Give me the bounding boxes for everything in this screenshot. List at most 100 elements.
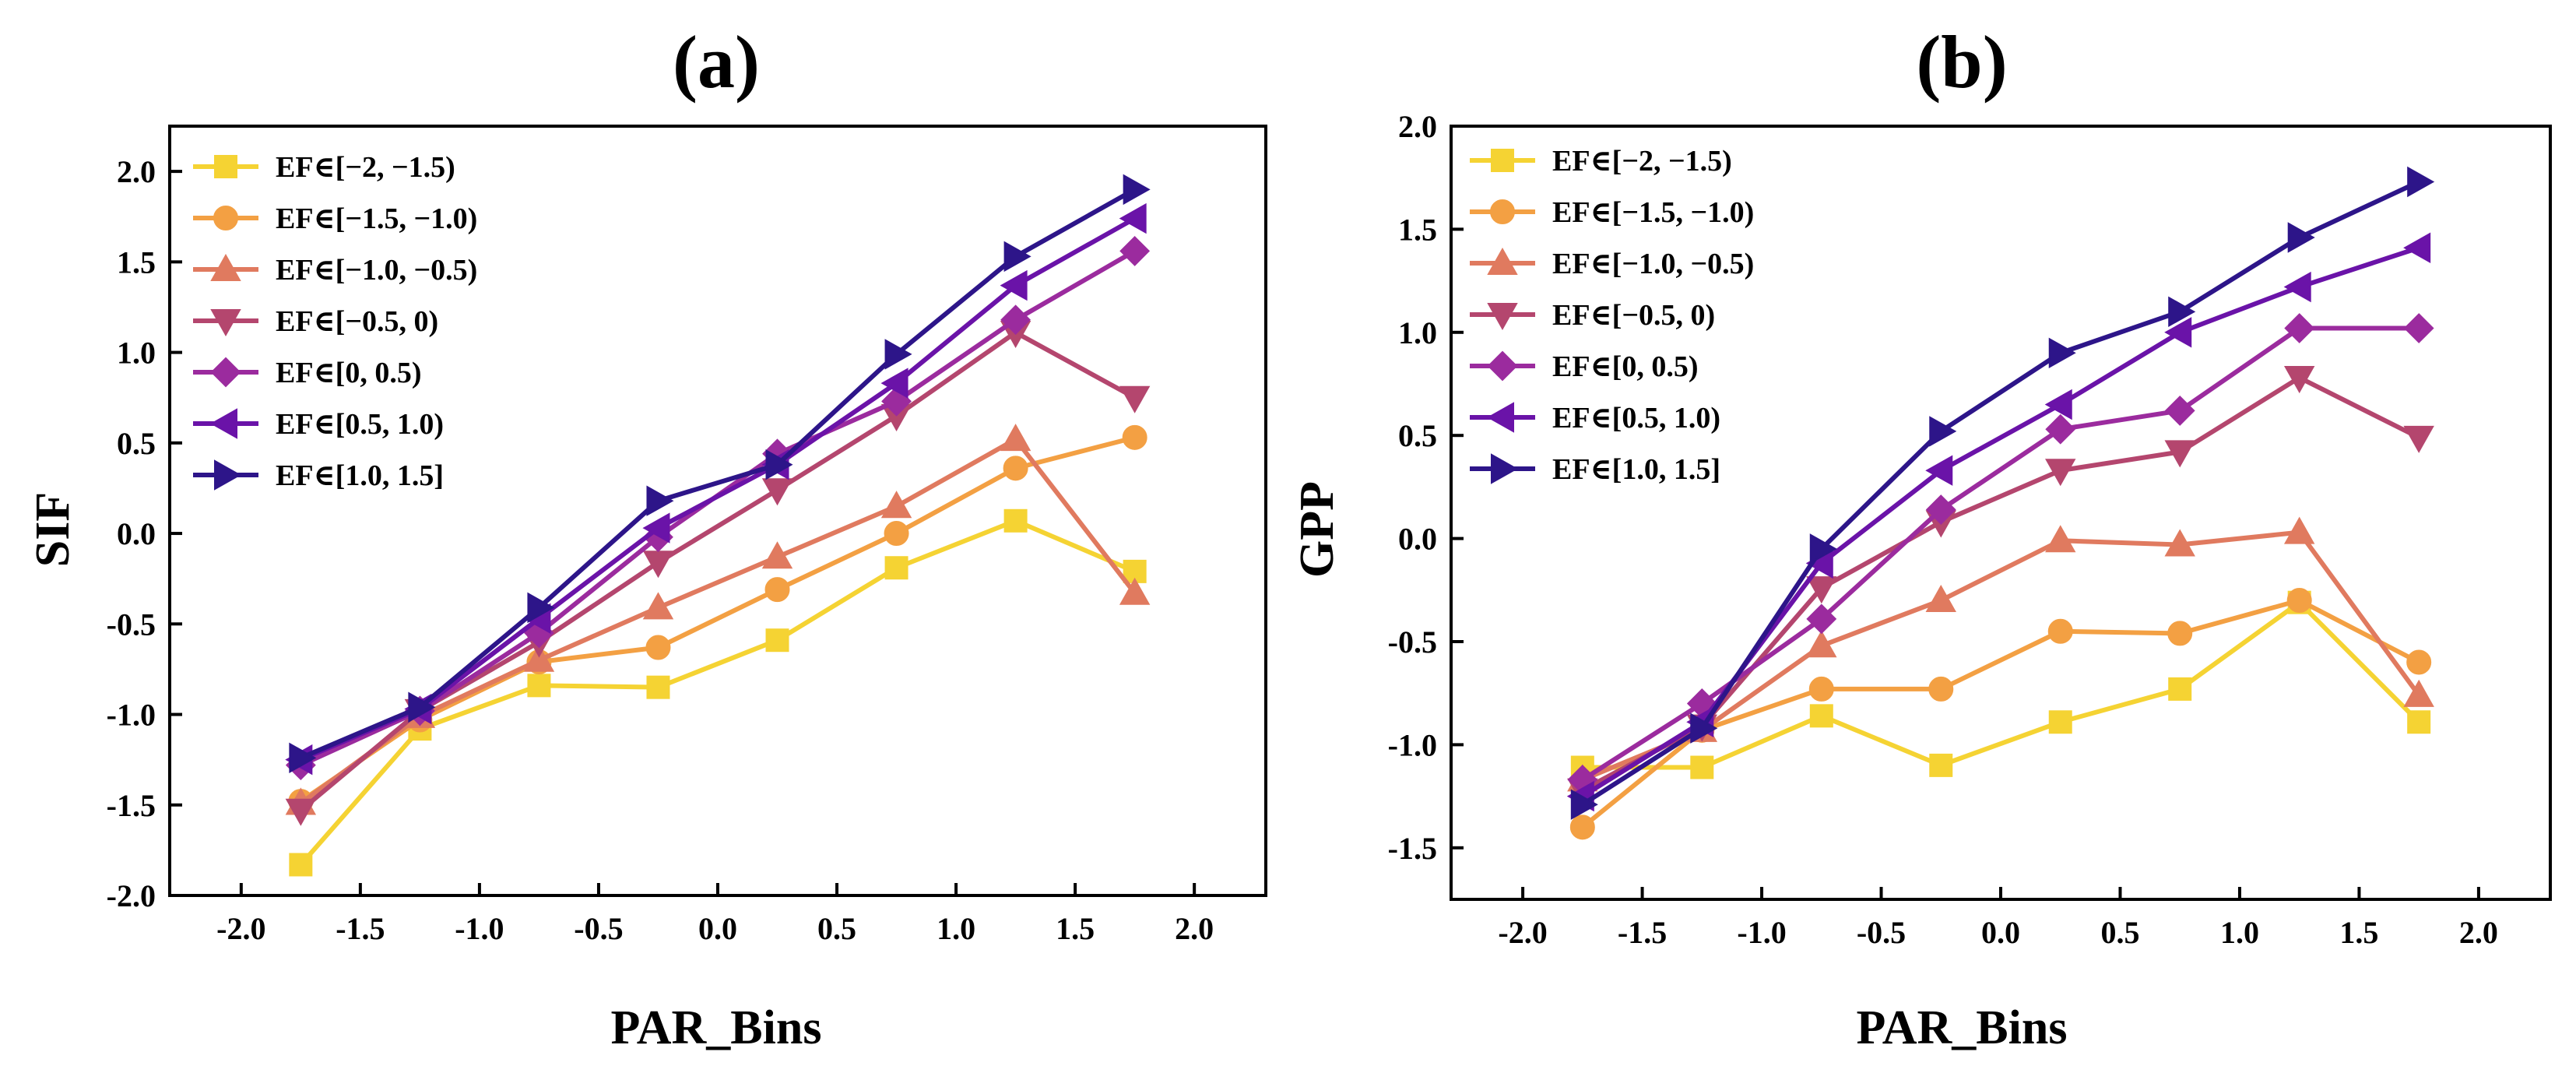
data-point xyxy=(1808,676,1834,702)
legend-item: EF∈[−2, −1.5) xyxy=(1470,145,1732,178)
series-line xyxy=(1581,325,2420,782)
legend-label: EF∈[−1.0, −0.5) xyxy=(1552,248,1754,280)
legend-label: EF∈[−0.5, 0) xyxy=(276,305,438,338)
y-tick-label: -2.0 xyxy=(107,878,156,913)
data-point xyxy=(765,628,789,653)
y-tick-label: 2.0 xyxy=(117,154,156,189)
data-point xyxy=(642,592,674,620)
series-7 xyxy=(1570,166,2435,820)
y-tick-label: 1.5 xyxy=(117,245,156,280)
series-7 xyxy=(289,174,1151,774)
legend-label: EF∈[0.5, 1.0) xyxy=(1552,402,1720,434)
data-point xyxy=(2403,313,2434,343)
legend-marker xyxy=(214,155,237,178)
data-point xyxy=(1119,577,1151,605)
x-tick-label: 0.5 xyxy=(2100,915,2139,950)
data-point xyxy=(646,675,670,699)
data-point xyxy=(289,853,313,877)
series-line xyxy=(299,434,1136,804)
x-tick-label: -1.0 xyxy=(455,911,504,946)
data-point xyxy=(2048,337,2076,368)
x-tick-label: -1.5 xyxy=(336,911,385,946)
legend-item: EF∈[0.5, 1.0) xyxy=(1470,402,1720,434)
data-point xyxy=(645,635,671,660)
series-line xyxy=(1581,529,2421,783)
series-line xyxy=(1581,179,2420,807)
x-tick-label: -0.5 xyxy=(574,911,623,946)
data-point xyxy=(2403,232,2431,263)
data-point xyxy=(527,674,551,698)
data-point xyxy=(1570,789,1598,820)
data-point xyxy=(1925,585,1956,613)
data-point xyxy=(884,339,912,370)
data-point xyxy=(527,592,555,624)
data-point xyxy=(884,556,908,580)
data-point xyxy=(2403,425,2434,453)
data-point xyxy=(2168,677,2192,701)
data-point xyxy=(2045,413,2076,445)
legend-marker xyxy=(1486,402,1514,433)
data-point xyxy=(2047,618,2073,644)
legend-item: EF∈[−1.0, −0.5) xyxy=(1470,247,1754,280)
x-tick-label: 0.0 xyxy=(1981,915,2020,950)
x-axis-label: PAR_Bins xyxy=(1856,1001,2067,1054)
data-point xyxy=(1000,424,1031,452)
data-point xyxy=(1003,508,1028,533)
data-point xyxy=(2164,440,2195,468)
legend-label: EF∈[−1.5, −1.0) xyxy=(1552,196,1754,229)
data-point xyxy=(2044,389,2072,420)
data-point xyxy=(1000,269,1028,301)
data-point xyxy=(2045,525,2076,553)
y-tick-label: 0.0 xyxy=(1398,522,1437,557)
y-axis-label: SIF xyxy=(26,492,79,567)
data-point xyxy=(1119,202,1147,234)
data-point xyxy=(2283,516,2315,544)
data-point xyxy=(880,368,908,399)
series-line xyxy=(299,518,1136,867)
legend-item: EF∈[−1.5, −1.0) xyxy=(1470,196,1754,229)
data-point xyxy=(1119,385,1151,413)
data-point xyxy=(1806,630,1837,658)
chart-title: (b) xyxy=(1916,20,2007,104)
y-tick-label: 0.0 xyxy=(117,516,156,551)
legend-item: EF∈[0, 0.5) xyxy=(193,357,422,389)
data-point xyxy=(2168,296,2196,328)
legend-marker xyxy=(1491,149,1514,172)
data-point xyxy=(761,478,793,506)
x-tick-label: 2.0 xyxy=(2459,915,2498,950)
x-tick-label: -1.0 xyxy=(1737,915,1786,950)
data-point xyxy=(2284,313,2315,343)
data-point xyxy=(2164,317,2192,348)
legend: EF∈[−2, −1.5) EF∈[−1.5, −1.0) EF∈[−1.0, −0… xyxy=(1470,145,1754,486)
data-point xyxy=(764,577,790,603)
legend-item: EF∈[0.5, 1.0) xyxy=(193,408,444,441)
data-point xyxy=(1809,704,1833,728)
legend-marker xyxy=(210,357,241,388)
data-point xyxy=(2283,366,2315,394)
y-axis-label: GPP xyxy=(1291,481,1344,578)
legend-label: EF∈[−1.0, −0.5) xyxy=(276,254,477,287)
x-tick-label: -2.0 xyxy=(1498,915,1547,950)
data-point xyxy=(2048,710,2072,734)
legend-label: EF∈[−2, −1.5) xyxy=(276,151,455,184)
data-point xyxy=(2286,588,2312,614)
y-tick-label: -1.0 xyxy=(1388,727,1437,762)
data-point xyxy=(2164,529,2195,557)
legend-label: EF∈[0.5, 1.0) xyxy=(276,408,444,441)
data-point xyxy=(880,491,912,519)
x-tick-label: 1.0 xyxy=(2220,915,2259,950)
series-5 xyxy=(1567,313,2434,795)
legend-label: EF∈[−1.5, −1.0) xyxy=(276,202,477,235)
data-point xyxy=(2403,679,2434,707)
y-tick-label: 1.5 xyxy=(1398,212,1437,247)
legend-marker xyxy=(1490,199,1515,224)
legend-item: EF∈[1.0, 1.5] xyxy=(193,459,444,492)
data-point xyxy=(408,691,436,723)
data-point xyxy=(2283,271,2311,303)
x-tick-label: 2.0 xyxy=(1175,911,1214,946)
y-tick-label: 1.0 xyxy=(1398,315,1437,350)
y-tick-label: -0.5 xyxy=(1388,624,1437,660)
legend-marker xyxy=(1487,247,1518,275)
x-tick-label: 1.5 xyxy=(2339,915,2378,950)
y-tick-label: 0.5 xyxy=(117,426,156,461)
